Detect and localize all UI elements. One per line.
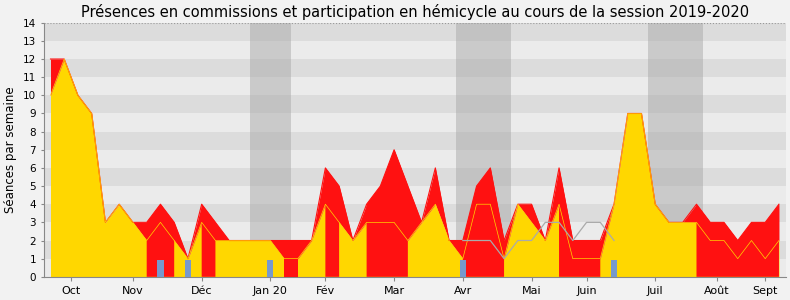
Bar xyxy=(460,260,466,277)
Bar xyxy=(43,59,786,77)
Bar xyxy=(43,204,786,222)
Bar xyxy=(43,95,786,113)
Y-axis label: Séances par semaine: Séances par semaine xyxy=(4,86,17,213)
Title: Présences en commissions et participation en hémicycle au cours de la session 20: Présences en commissions et participatio… xyxy=(81,4,749,20)
Bar xyxy=(43,132,786,150)
Bar xyxy=(267,260,273,277)
Bar xyxy=(43,23,786,41)
Bar xyxy=(185,260,191,277)
Bar xyxy=(157,260,164,277)
Bar xyxy=(43,168,786,186)
Bar xyxy=(611,260,617,277)
Bar xyxy=(250,23,291,277)
Bar xyxy=(43,222,786,241)
Bar xyxy=(43,186,786,204)
Bar xyxy=(649,23,703,277)
Bar xyxy=(43,41,786,59)
Bar xyxy=(43,77,786,95)
Bar xyxy=(43,241,786,259)
Bar xyxy=(43,259,786,277)
Bar xyxy=(456,23,511,277)
Bar xyxy=(43,113,786,132)
Bar xyxy=(43,150,786,168)
